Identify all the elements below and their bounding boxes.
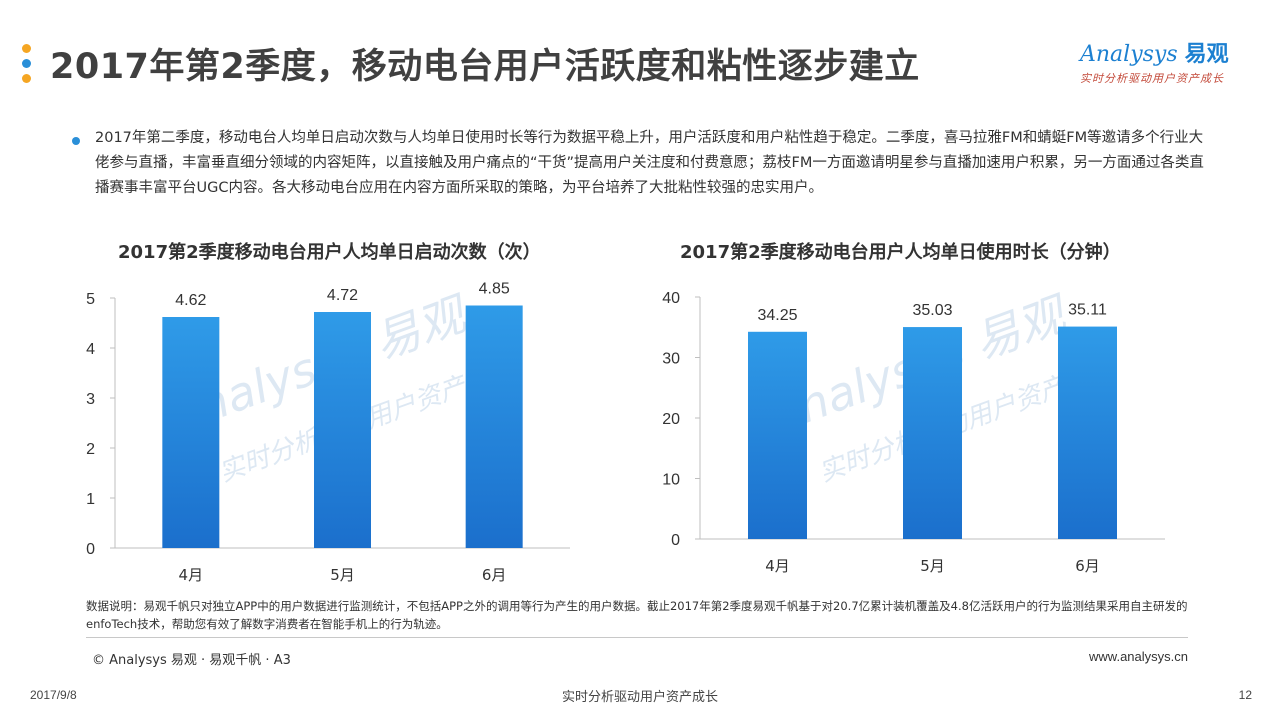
footer-date: 2017/9/8 xyxy=(30,688,77,702)
bar-4月 xyxy=(162,317,220,548)
bar-6月 xyxy=(1058,326,1117,539)
x-category-label: 5月 xyxy=(920,557,945,575)
summary-text: 2017年第二季度，移动电台人均单日启动次数与人均单日使用时长等行为数据平稳上升… xyxy=(95,130,1204,196)
logo-slogan: 实时分析驱动用户资产成长 xyxy=(1080,72,1224,85)
website-link[interactable]: www.analysys.cn xyxy=(1089,649,1188,664)
bar-value-label: 4.62 xyxy=(175,292,206,309)
y-tick-label: 20 xyxy=(662,411,680,428)
data-note: 数据说明：易观千帆只对独立APP中的用户数据进行监测统计，不包括APP之外的调用… xyxy=(86,599,1188,631)
y-tick-label: 40 xyxy=(662,290,680,307)
y-tick-label: 3 xyxy=(86,391,95,408)
footer-slogan: 实时分析驱动用户资产成长 xyxy=(561,690,718,705)
bar-value-label: 34.25 xyxy=(757,307,797,324)
bar-4月 xyxy=(748,331,807,539)
x-category-label: 4月 xyxy=(765,557,790,575)
chart1-title: 2017第2季度移动电台用户人均单日启动次数（次） xyxy=(118,242,541,263)
bar-value-label: 35.03 xyxy=(912,302,952,319)
blue-dot xyxy=(22,59,31,68)
y-tick-label: 30 xyxy=(662,351,680,368)
title-dots-decoration xyxy=(22,44,32,89)
y-tick-label: 0 xyxy=(671,532,680,549)
bar-5月 xyxy=(314,312,371,548)
bar-value-label: 4.72 xyxy=(327,287,358,304)
analysys-logo: Analysys 易观 实时分析驱动用户资产成长 xyxy=(1080,36,1250,86)
y-tick-label: 10 xyxy=(662,472,680,489)
y-tick-label: 1 xyxy=(86,491,95,508)
chart-daily-usage-time: 0 10 20 30 40 34.25 4月 35.03 5月 35.11 6月 xyxy=(662,290,1165,575)
orange-dot xyxy=(22,74,31,83)
page-number: 12 xyxy=(1238,688,1252,702)
chart2-title: 2017第2季度移动电台用户人均单日使用时长（分钟） xyxy=(680,242,1121,263)
bar-6月 xyxy=(465,305,523,548)
copyright: © Analysys 易观 · 易观千帆 · A3 xyxy=(92,653,291,668)
y-tick-label: 2 xyxy=(86,441,95,458)
x-category-label: 6月 xyxy=(482,566,507,584)
x-category-label: 5月 xyxy=(330,566,355,584)
bar-5月 xyxy=(903,327,962,539)
bar-value-label: 4.85 xyxy=(479,281,510,298)
page-title: 2017年第2季度，移动电台用户活跃度和粘性逐步建立 xyxy=(50,47,920,87)
bar-value-label: 35.11 xyxy=(1068,302,1107,319)
y-tick-label: 5 xyxy=(86,291,95,308)
footer-divider xyxy=(86,637,1188,638)
bullet-icon xyxy=(72,137,80,145)
y-tick-label: 0 xyxy=(86,541,95,558)
x-category-label: 4月 xyxy=(179,566,204,584)
orange-dot xyxy=(22,44,31,53)
y-tick-label: 4 xyxy=(86,341,95,358)
chart-daily-launches: 0 1 2 3 4 5 4.62 4月 4.72 5月 4.85 6月 xyxy=(86,281,570,584)
x-category-label: 6月 xyxy=(1075,557,1100,575)
logo-wordmark: Analysys 易观 xyxy=(1080,42,1229,67)
